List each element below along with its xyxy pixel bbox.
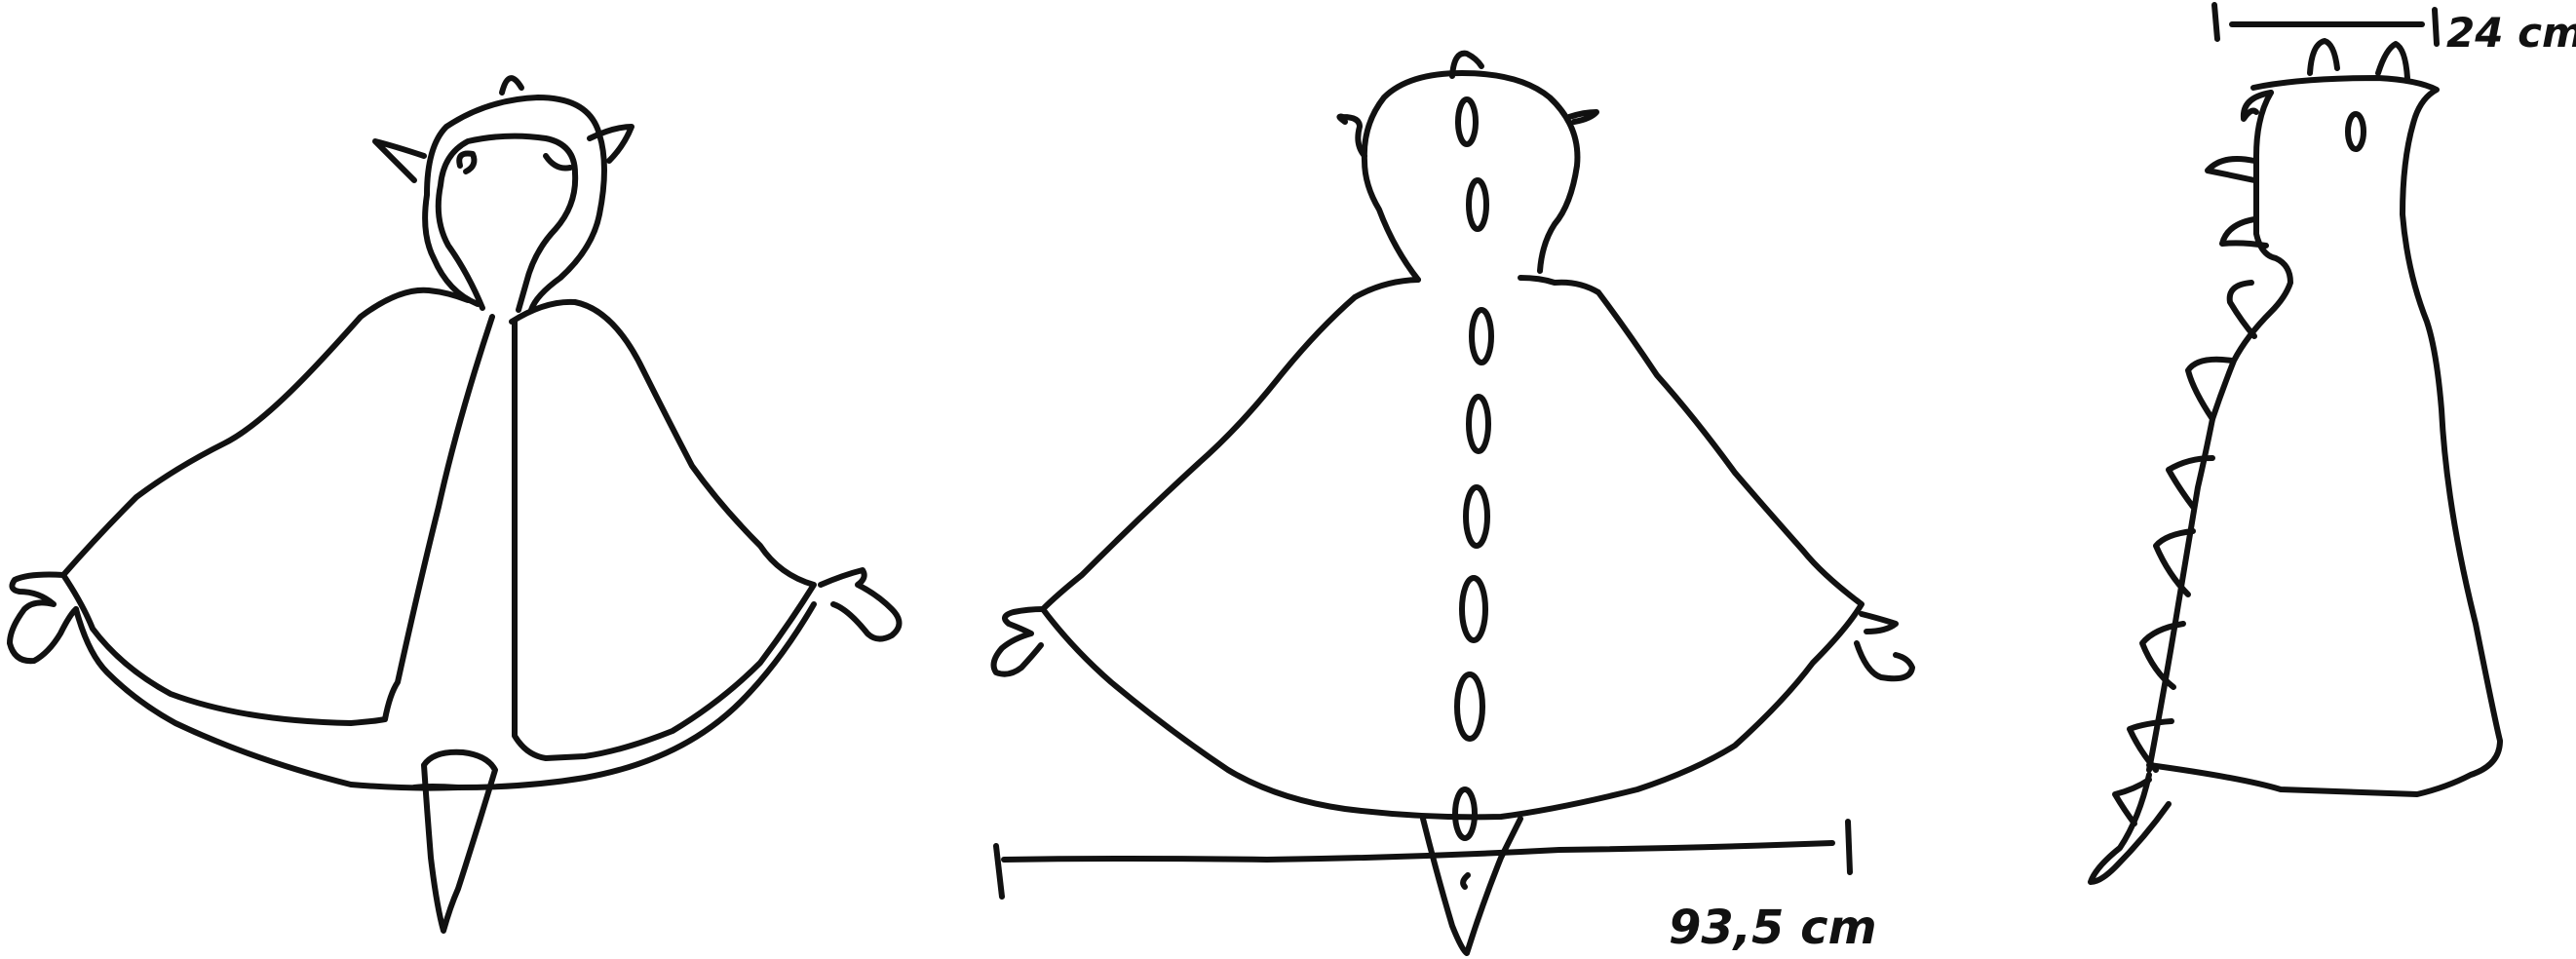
back-spike xyxy=(1454,671,1485,742)
back-view xyxy=(990,50,1915,956)
side-spike xyxy=(2112,777,2152,826)
front-hood-outer xyxy=(422,95,607,313)
side-spike xyxy=(2240,90,2274,122)
side-eye xyxy=(2345,111,2366,152)
side-face xyxy=(2146,90,2293,773)
back-spike xyxy=(1466,177,1489,232)
back-left-hand xyxy=(990,606,1046,677)
width-dimension xyxy=(993,819,1853,900)
side-body-outline xyxy=(2146,75,2503,797)
front-tail xyxy=(421,748,498,934)
side-tail xyxy=(2088,772,2172,885)
width-dimension-tick-left xyxy=(993,843,1005,900)
front-view xyxy=(7,75,903,934)
front-right-hand xyxy=(818,567,903,642)
back-tail xyxy=(1420,816,1523,956)
side-horn xyxy=(2307,38,2340,76)
back-spike xyxy=(1452,786,1478,841)
side-spike xyxy=(2127,718,2174,773)
side-spike xyxy=(2205,156,2257,183)
back-spike xyxy=(1469,307,1494,365)
side-spike xyxy=(2153,528,2196,597)
back-tail-tip xyxy=(1460,872,1471,890)
back-head xyxy=(1361,70,1581,283)
front-hood-left-eye xyxy=(456,150,478,174)
height-dimension-tick-left xyxy=(2211,2,2220,42)
side-spike xyxy=(2166,455,2215,510)
back-left-ear xyxy=(1336,113,1367,159)
front-left-hand xyxy=(7,571,79,665)
height-dimension-tick-right xyxy=(2432,7,2440,47)
side-horn xyxy=(2375,41,2410,81)
front-right-ear xyxy=(587,124,634,164)
back-spike xyxy=(1459,575,1488,643)
width-dimension-tick-right xyxy=(1845,819,1853,875)
back-spike xyxy=(1455,96,1479,147)
height-label: 24 cm xyxy=(2446,9,2576,57)
back-cape xyxy=(1040,275,1865,821)
front-left-ear xyxy=(372,138,427,183)
back-horn xyxy=(1449,50,1484,79)
side-view xyxy=(2088,2,2503,885)
side-spike xyxy=(2185,356,2235,422)
front-tail-join xyxy=(411,784,461,790)
front-left-cape xyxy=(60,287,495,726)
front-hood-inner xyxy=(435,133,579,313)
front-hood-right-eye xyxy=(543,153,573,172)
back-right-hand xyxy=(1854,611,1915,682)
side-spike xyxy=(2226,280,2257,339)
front-hem xyxy=(73,601,817,791)
side-spike xyxy=(2219,216,2269,249)
front-right-cape xyxy=(509,298,817,761)
side-spike xyxy=(2139,621,2186,690)
back-spike xyxy=(1463,484,1490,549)
width-label: 93,5 cm xyxy=(1669,901,1877,955)
back-spike xyxy=(1466,394,1491,454)
back-right-ear xyxy=(1566,109,1599,125)
width-dimension-line xyxy=(1001,840,1835,863)
front-horn xyxy=(499,75,524,96)
